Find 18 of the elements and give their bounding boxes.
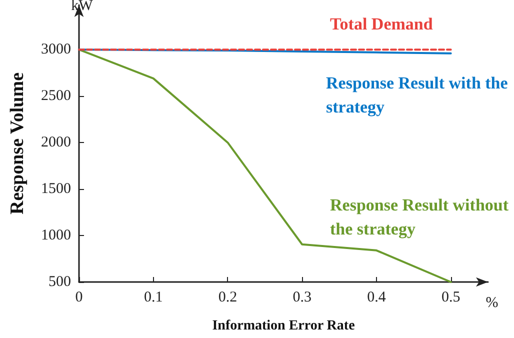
text: % <box>486 295 498 311</box>
y-tick-label: 3000 <box>41 42 71 58</box>
y-tick-label: 1000 <box>41 228 71 244</box>
x-tick-label: 0.3 <box>292 290 312 306</box>
x-tick-label: 0 <box>75 290 83 306</box>
y-tick-label: 1500 <box>41 181 71 198</box>
series-label: Total Demand <box>330 14 434 34</box>
y-tick-label: 2000 <box>41 134 71 151</box>
series-label: Response Result with the strategy <box>326 74 512 116</box>
x-tick-label: 0.5 <box>441 290 460 306</box>
x-axis-title: Information Error Rate <box>212 318 355 334</box>
x-tick-label: 0.4 <box>367 290 386 306</box>
y-tick-label: 500 <box>48 274 71 290</box>
series-label: Response Result without the strategy <box>330 196 513 238</box>
x-tick-label: 0.2 <box>218 290 238 306</box>
y-tick-label: 2500 <box>41 88 71 104</box>
x-tick-label: 0.1 <box>144 290 163 306</box>
y-axis-title: Response Volume <box>7 72 28 214</box>
